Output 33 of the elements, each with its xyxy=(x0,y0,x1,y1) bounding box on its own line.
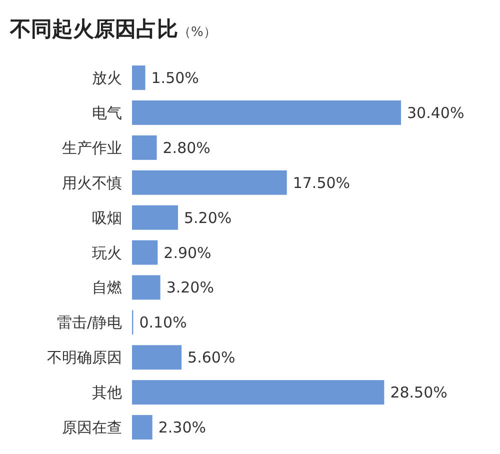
bar xyxy=(132,135,157,160)
data-label: 30.40% xyxy=(407,104,464,122)
y-tick-label: 电气 xyxy=(92,104,122,122)
bar xyxy=(132,170,287,195)
data-label: 2.80% xyxy=(162,138,210,157)
bar xyxy=(132,240,158,265)
bar xyxy=(132,100,401,125)
data-label: 17.50% xyxy=(292,174,350,192)
data-label: 1.50% xyxy=(151,68,199,87)
y-tick-label: 生产作业 xyxy=(62,138,122,157)
data-label: 3.20% xyxy=(166,278,214,297)
y-tick-label: 不明确原因 xyxy=(47,348,122,367)
bar xyxy=(132,65,146,90)
y-tick-label: 其他 xyxy=(92,384,122,402)
bar xyxy=(132,275,160,300)
data-label: 2.30% xyxy=(158,418,206,437)
y-tick-label: 用火不慎 xyxy=(62,174,122,192)
chart-title: 不同起火原因占比（%） xyxy=(9,17,216,41)
y-tick-label: 玩火 xyxy=(92,244,122,262)
y-tick-label: 自燃 xyxy=(92,278,122,297)
data-label: 5.60% xyxy=(188,348,236,367)
data-label: 28.50% xyxy=(390,384,448,402)
bar xyxy=(132,345,182,370)
data-label: 0.10% xyxy=(139,314,187,332)
y-tick-label: 吸烟 xyxy=(92,208,122,227)
bar xyxy=(132,205,178,230)
y-tick-label: 雷击/静电 xyxy=(56,314,122,332)
data-label: 5.20% xyxy=(184,208,232,227)
data-label: 2.90% xyxy=(164,244,212,262)
bar xyxy=(132,380,384,405)
y-tick-label: 放火 xyxy=(92,68,122,87)
y-tick-label: 原因在查 xyxy=(62,418,122,437)
bar xyxy=(132,415,152,440)
